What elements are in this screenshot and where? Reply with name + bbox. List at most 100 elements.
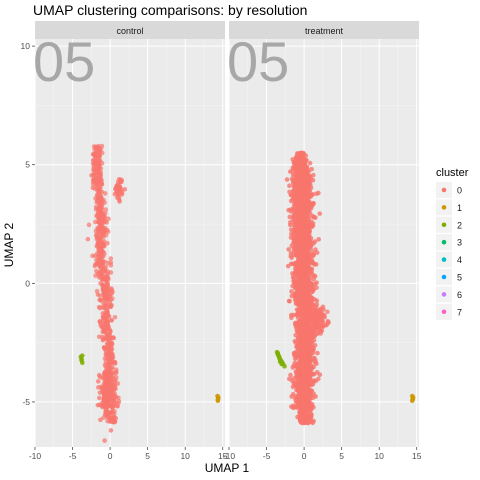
data-point <box>291 219 297 225</box>
data-point <box>106 366 112 372</box>
data-point <box>296 399 302 404</box>
facet-strip <box>229 21 419 39</box>
data-point <box>95 195 101 201</box>
data-point <box>288 235 294 240</box>
data-point <box>306 401 312 407</box>
data-point <box>289 176 295 182</box>
data-point <box>95 379 101 384</box>
data-point <box>102 438 107 443</box>
data-point <box>311 214 317 220</box>
data-point <box>287 214 293 220</box>
data-point <box>302 365 307 371</box>
data-point <box>95 253 101 259</box>
legend-label: 6 <box>457 290 462 300</box>
x-tick-label: 15 <box>412 451 422 461</box>
data-point <box>294 174 299 180</box>
cluster-1-points <box>409 393 416 404</box>
data-point <box>301 256 307 262</box>
data-point <box>296 296 301 301</box>
data-point <box>294 355 299 361</box>
data-point <box>297 288 303 293</box>
data-point <box>113 394 119 400</box>
x-tick-label: 10 <box>180 451 190 461</box>
data-point <box>298 292 304 297</box>
data-point <box>98 233 104 239</box>
data-point <box>98 204 103 210</box>
x-tick-label: -5 <box>263 451 271 461</box>
data-point <box>301 267 307 273</box>
data-point <box>303 380 309 385</box>
data-point <box>300 191 305 197</box>
data-point <box>92 179 97 184</box>
data-point <box>103 391 109 397</box>
data-point <box>299 383 305 389</box>
data-point <box>306 317 312 323</box>
data-point <box>314 298 320 303</box>
data-point <box>309 388 314 394</box>
data-point <box>93 161 98 166</box>
data-point <box>94 200 100 205</box>
data-point <box>98 177 104 183</box>
cluster-1-points <box>215 393 221 404</box>
data-point <box>307 331 313 336</box>
data-point <box>310 250 316 256</box>
x-tick-label: 0 <box>108 451 113 461</box>
data-point <box>111 398 117 404</box>
data-point <box>294 271 300 276</box>
data-point <box>275 351 281 356</box>
data-point <box>292 238 297 243</box>
y-tick-label: -5 <box>22 397 30 407</box>
data-point <box>316 190 321 196</box>
data-point <box>292 261 298 267</box>
legend-label: 2 <box>457 220 462 230</box>
data-point <box>307 362 312 367</box>
data-point <box>309 412 314 417</box>
data-point <box>315 350 320 356</box>
data-point <box>296 153 302 158</box>
data-point <box>297 215 303 220</box>
data-point <box>291 363 296 369</box>
data-point <box>97 374 103 380</box>
data-point <box>92 168 97 174</box>
data-point <box>90 172 96 178</box>
data-point <box>296 177 302 183</box>
data-point <box>306 244 312 250</box>
data-point <box>96 385 101 390</box>
data-point <box>102 356 108 361</box>
data-point <box>302 419 308 424</box>
data-point <box>291 376 296 381</box>
x-tick-label: -10 <box>223 451 236 461</box>
data-point <box>99 143 105 149</box>
facet-strip-label: control <box>116 26 143 36</box>
data-point <box>299 263 304 268</box>
data-point <box>302 288 308 294</box>
data-point <box>311 371 317 377</box>
data-point <box>294 194 300 200</box>
data-point <box>286 207 291 213</box>
data-point <box>298 233 304 239</box>
legend-swatch-6 <box>441 292 447 297</box>
legend-label: 7 <box>457 307 462 317</box>
legend-title: cluster <box>436 167 469 179</box>
data-point <box>303 305 309 311</box>
data-point <box>317 211 323 216</box>
data-point <box>311 364 316 370</box>
x-tick-label: -5 <box>69 451 77 461</box>
data-point <box>309 166 314 172</box>
data-point <box>110 373 116 379</box>
data-point <box>105 384 110 389</box>
legend-swatch-4 <box>441 257 447 262</box>
data-point <box>287 183 292 189</box>
legend-label: 0 <box>457 186 462 196</box>
data-point <box>317 372 323 378</box>
data-point <box>96 149 102 155</box>
data-point <box>100 336 106 342</box>
data-point <box>316 319 321 325</box>
data-point <box>290 274 296 280</box>
data-point <box>108 347 114 353</box>
data-point <box>311 347 316 353</box>
data-point <box>300 228 305 234</box>
data-point <box>297 259 302 264</box>
legend-label: 4 <box>457 255 462 265</box>
